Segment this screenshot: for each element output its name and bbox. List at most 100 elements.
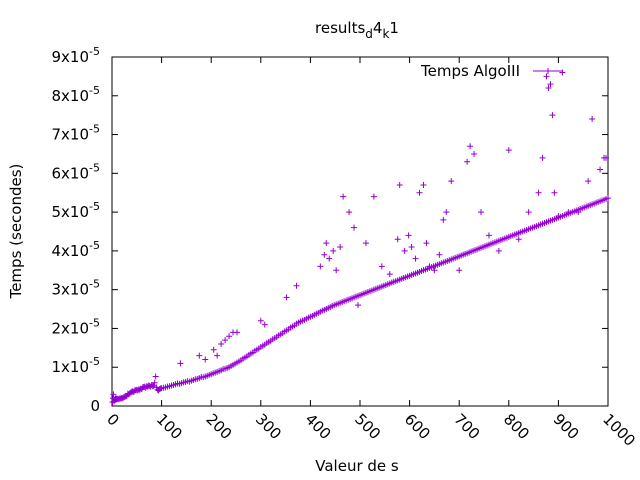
- data-point: [535, 189, 542, 196]
- data-point: [202, 356, 209, 363]
- data-point: [222, 337, 229, 344]
- x-axis-label: Valeur de s: [315, 457, 399, 475]
- data-point: [545, 85, 552, 92]
- data-point: [565, 209, 572, 216]
- y-axis-ticks: 0 1x10-5 2x10-5 3x10-5 4x10-5 5x10-5 6x10-5 7x1…: [52, 45, 608, 415]
- data-point: [346, 209, 353, 216]
- x-tick-label: 600: [401, 410, 434, 443]
- data-point: [321, 251, 328, 258]
- data-point: [326, 255, 333, 262]
- data-point: [196, 352, 203, 359]
- data-point: [323, 240, 330, 247]
- data-point: [214, 352, 221, 359]
- y-axis-label: Temps (secondes): [7, 164, 25, 300]
- data-point: [551, 189, 558, 196]
- data-point: [505, 147, 512, 154]
- y-tick-label: 1x10-5: [52, 355, 100, 376]
- y-tick-label: 0: [90, 397, 100, 415]
- data-point: [559, 69, 566, 76]
- data-point: [426, 263, 433, 270]
- data-point: [555, 212, 562, 219]
- y-tick-label: 3x10-5: [52, 278, 100, 299]
- data-point: [539, 154, 546, 161]
- x-tick-label: 1000: [599, 410, 639, 450]
- data-point: [257, 317, 264, 324]
- data-point: [431, 267, 438, 274]
- plot-frame: [111, 56, 609, 407]
- data-point: [456, 267, 463, 274]
- data-point: [293, 282, 300, 289]
- data-point: [485, 232, 492, 239]
- data-point: [405, 232, 412, 239]
- data-point: [440, 216, 447, 223]
- data-point: [151, 379, 158, 386]
- data-point: [340, 193, 347, 200]
- data-point: [355, 302, 362, 309]
- data-point: [317, 263, 324, 270]
- data-point: [543, 73, 550, 80]
- y-tick-label: 7x10-5: [52, 123, 100, 144]
- data-point: [547, 81, 554, 88]
- data-point: [152, 373, 159, 380]
- data-point: [177, 360, 184, 367]
- x-tick-label: 800: [500, 410, 533, 443]
- x-tick-label: 400: [302, 410, 335, 443]
- data-point: [597, 166, 604, 173]
- data-point: [420, 181, 427, 188]
- x-tick-label: 200: [202, 410, 235, 443]
- data-point: [464, 158, 471, 165]
- data-point: [233, 329, 240, 336]
- data-point: [362, 240, 369, 247]
- data-point: [525, 209, 532, 216]
- data-point: [396, 181, 403, 188]
- data-point: [333, 267, 340, 274]
- x-tick-label: 900: [550, 410, 583, 443]
- x-tick-label: 0: [103, 410, 122, 429]
- chart-title-sub2: k: [382, 27, 389, 41]
- data-point: [283, 294, 290, 301]
- data-point: [226, 333, 233, 340]
- data-point: [585, 178, 592, 185]
- data-point: [575, 209, 582, 216]
- data-point: [330, 247, 337, 254]
- data-point: [261, 321, 268, 328]
- y-tick-label: 4x10-5: [52, 239, 100, 260]
- data-point: [351, 224, 358, 231]
- data-point: [218, 340, 225, 347]
- y-tick-label: 8x10-5: [52, 84, 100, 105]
- data-point: [471, 150, 478, 157]
- data-point: [370, 193, 377, 200]
- data-point: [589, 116, 596, 123]
- data-point: [467, 143, 474, 150]
- data-point: [110, 391, 117, 398]
- data-point: [210, 346, 217, 353]
- y-tick-label: 5x10-5: [52, 200, 100, 221]
- data-point: [448, 178, 455, 185]
- x-tick-label: 300: [252, 410, 285, 443]
- chart-title-sub1: d: [365, 27, 373, 41]
- data-point: [394, 236, 401, 243]
- x-tick-label: 700: [450, 410, 483, 443]
- legend-label: Temps AlgoIII: [420, 62, 520, 80]
- y-tick-label: 2x10-5: [52, 316, 100, 337]
- y-tick-label: 9x10-5: [52, 45, 100, 66]
- data-point: [408, 244, 415, 251]
- data-point: [412, 255, 419, 262]
- data-point: [436, 251, 443, 258]
- data-point: [386, 271, 393, 278]
- x-tick-label: 100: [153, 410, 186, 443]
- data-point: [337, 244, 344, 251]
- x-axis-ticks: 0 100 200 300 400 500 600 700 800 900 1000: [103, 57, 639, 450]
- x-tick-label: 500: [351, 410, 384, 443]
- data-point: [605, 195, 611, 202]
- data-point: [478, 209, 485, 216]
- data-point: [443, 209, 450, 216]
- data-point: [401, 247, 408, 254]
- data-point: [549, 112, 556, 119]
- y-tick-label: 6x10-5: [52, 161, 100, 182]
- data-point: [378, 263, 385, 270]
- series-temps-algoiii: [109, 69, 611, 406]
- data-point: [603, 154, 610, 161]
- data-point: [495, 247, 502, 254]
